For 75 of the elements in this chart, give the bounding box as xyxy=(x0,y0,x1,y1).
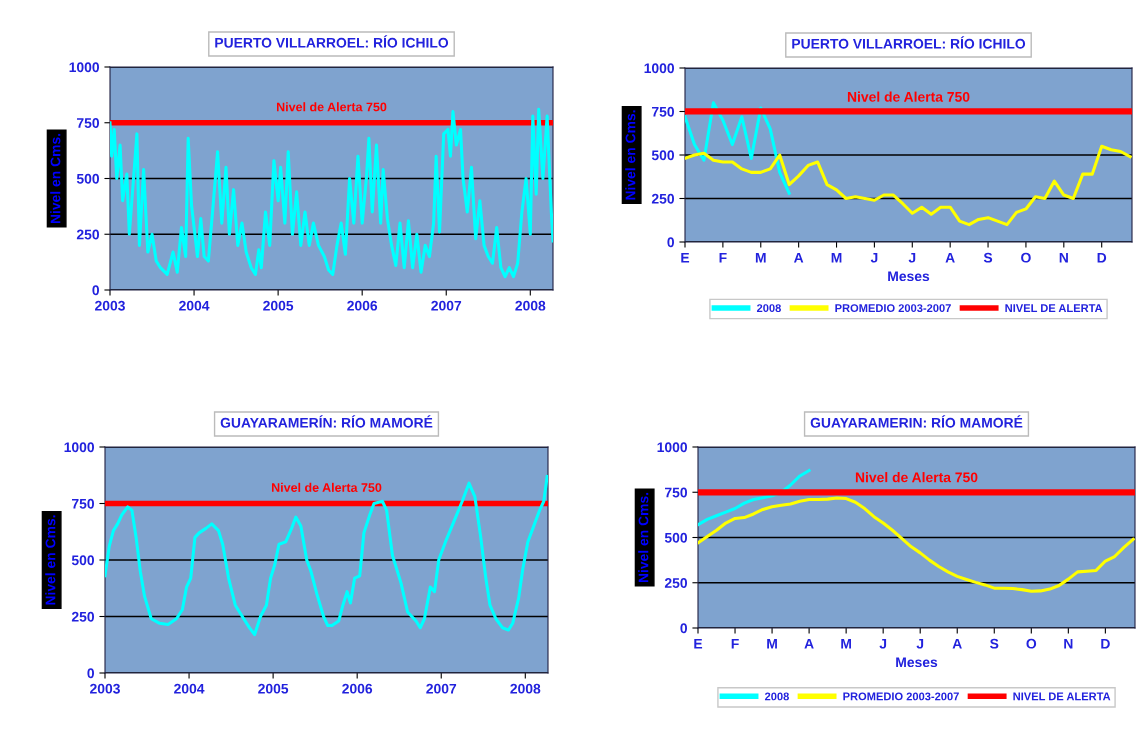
x-tick-label: M xyxy=(831,252,842,263)
chart-title: PUERTO VILLARROEL: RÍO ICHILO xyxy=(215,35,449,48)
legend-label: 2008 xyxy=(764,692,789,701)
x-axis-title: Meses xyxy=(888,271,930,282)
y-tick-label: 250 xyxy=(664,578,688,588)
x-tick-label: 2007 xyxy=(426,683,457,694)
x-tick-label: S xyxy=(990,638,999,649)
chart-title: GUAYARAMERÍN: RÍO MAMORÉ xyxy=(220,415,433,428)
y-tick-label: 1000 xyxy=(69,62,100,73)
y-tick-label: 500 xyxy=(651,150,675,161)
y-tick-label: 250 xyxy=(651,193,675,204)
x-tick-label: M xyxy=(767,638,777,649)
x-tick-label: J xyxy=(908,252,916,263)
chart-title: PUERTO VILLARROEL: RÍO ICHILO xyxy=(792,36,1026,49)
legend-label: PROMEDIO 2003-2007 xyxy=(835,304,951,313)
y-tick-label: 0 xyxy=(87,668,95,679)
y-tick-label: 250 xyxy=(71,611,95,622)
y-tick-label: 750 xyxy=(77,118,100,128)
y-tick-label: 0 xyxy=(680,623,688,634)
x-tick-label: J xyxy=(916,638,924,649)
x-tick-label: 2005 xyxy=(263,300,294,311)
ref-line-label: Nivel de Alerta 750 xyxy=(276,102,387,112)
y-tick-label: 0 xyxy=(667,237,675,248)
x-tick-label: 2006 xyxy=(342,683,373,694)
x-tick-label: A xyxy=(952,638,962,649)
y-tick-label: 1000 xyxy=(657,442,688,453)
y-tick-label: 750 xyxy=(72,498,95,509)
y-tick-label: 1000 xyxy=(64,442,95,453)
y-tick-label: 250 xyxy=(76,229,100,240)
y-axis-title: Nivel en Cms. xyxy=(50,133,61,224)
legend-label: NIVEL DE ALERTA xyxy=(1013,692,1111,701)
y-axis-title: Nivel en Cms. xyxy=(638,492,649,583)
annotation: Nivel de Alerta 750 xyxy=(847,91,970,102)
legend-label: PROMEDIO 2003-2007 xyxy=(843,692,959,701)
x-tick-label: 2004 xyxy=(179,300,210,311)
x-tick-label: M xyxy=(755,252,766,263)
y-tick-label: 500 xyxy=(76,173,100,184)
x-tick-label: D xyxy=(1101,638,1110,649)
x-tick-label: M xyxy=(841,638,851,649)
y-tick-label: 0 xyxy=(92,285,100,296)
x-tick-label: F xyxy=(731,638,739,649)
y-tick-label: 750 xyxy=(665,487,688,498)
y-tick-label: 500 xyxy=(664,532,688,543)
y-axis-title: Nivel en Cms. xyxy=(625,110,636,200)
x-tick-label: O xyxy=(1021,252,1031,263)
x-tick-label: 2004 xyxy=(174,683,205,694)
x-tick-label: A xyxy=(793,252,804,263)
legend-label: NIVEL DE ALERTA xyxy=(1005,304,1103,312)
x-tick-label: 2007 xyxy=(431,300,462,311)
x-tick-label: 2006 xyxy=(347,300,378,311)
x-tick-label: 2008 xyxy=(510,683,541,694)
y-tick-label: 500 xyxy=(71,555,95,566)
x-tick-label: A xyxy=(804,638,814,649)
y-axis-title: Nivel en Cms. xyxy=(45,515,56,605)
x-tick-label: 2008 xyxy=(515,300,546,311)
x-tick-label: N xyxy=(1064,638,1073,649)
x-tick-label: N xyxy=(1059,252,1068,263)
x-tick-label: 2005 xyxy=(258,683,289,694)
x-tick-label: E xyxy=(681,252,690,263)
x-tick-label: O xyxy=(1026,638,1037,649)
ref-line-label: Nivel de Alerta 750 xyxy=(271,482,382,492)
x-tick-label: J xyxy=(870,252,878,263)
x-tick-label: 2003 xyxy=(95,300,125,311)
x-tick-label: D xyxy=(1097,252,1107,263)
x-tick-label: 2003 xyxy=(90,683,120,694)
chart-title: GUAYARAMERIN: RÍO MAMORÉ xyxy=(810,415,1023,428)
x-axis-title: Meses xyxy=(896,657,938,668)
annotation: Nivel de Alerta 750 xyxy=(855,472,978,483)
x-tick-label: J xyxy=(879,638,887,649)
x-tick-label: A xyxy=(945,252,955,263)
x-tick-label: S xyxy=(983,252,993,263)
x-tick-label: E xyxy=(694,638,703,649)
x-tick-label: F xyxy=(719,252,727,263)
y-tick-label: 750 xyxy=(652,106,675,117)
y-tick-label: 1000 xyxy=(644,63,675,74)
